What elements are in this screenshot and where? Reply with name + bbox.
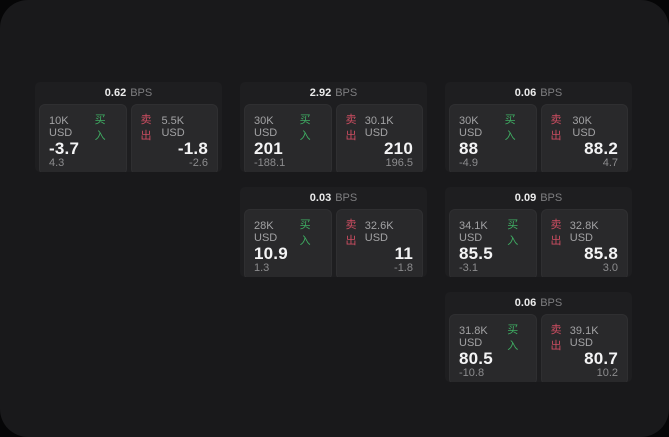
quote-card: 2.92 BPS 30K USD 买入 201 -188.1 卖出 30.1K … — [240, 82, 427, 172]
spread-bps-value: 2.92 — [309, 86, 332, 99]
sell-price-value: 88.2 — [584, 139, 618, 158]
buy-delta-value: -4.9 — [459, 157, 478, 169]
buy-price-value: -3.7 — [49, 139, 80, 158]
buy-price-value: 10.9 — [254, 244, 288, 263]
buy-side-label: 买入 — [504, 114, 516, 142]
bps-unit-label: BPS — [540, 191, 563, 204]
bps-unit-label: BPS — [540, 296, 563, 309]
quote-card: 0.03 BPS 28K USD 买入 10.9 1.3 卖出 32.6K US… — [240, 187, 427, 277]
bps-unit-label: BPS — [130, 86, 153, 99]
sell-delta-value: 196.5 — [385, 157, 413, 169]
card-body: 30K USD 买入 201 -188.1 卖出 30.1K USD 210 1… — [240, 103, 427, 172]
buy-size-label: 30K USD — [459, 115, 483, 139]
card-body: 30K USD 买入 88 -4.9 卖出 30K USD 88.2 4.7 — [445, 103, 632, 172]
sell-side-label: 卖出 — [140, 114, 152, 142]
buy-size-label: 31.8K USD — [459, 325, 488, 349]
buy-price-value: 80.5 — [459, 349, 493, 368]
quote-card: 0.62 BPS 10K USD 买入 -3.7 4.3 卖出 5.5K USD — [35, 82, 222, 172]
buy-quote-tile[interactable]: 34.1K USD 买入 85.5 -3.1 — [449, 209, 537, 277]
sell-delta-value: -1.8 — [394, 262, 413, 274]
spread-bps-value: 0.09 — [514, 191, 537, 204]
card-header: 0.62 BPS — [35, 82, 222, 103]
sell-delta-value: 3.0 — [602, 262, 618, 274]
buy-price-value: 85.5 — [459, 244, 493, 263]
quote-card: 0.09 BPS 34.1K USD 买入 85.5 -3.1 卖出 32.8K… — [445, 187, 632, 277]
buy-size-label: 28K USD — [254, 220, 278, 244]
sell-quote-tile[interactable]: 卖出 32.8K USD 85.8 3.0 — [540, 209, 628, 277]
sell-quote-tile[interactable]: 卖出 30.1K USD 210 196.5 — [335, 104, 423, 172]
buy-size-label: 34.1K USD — [459, 220, 488, 244]
sell-side-label: 卖出 — [550, 114, 562, 142]
buy-delta-value: -188.1 — [254, 157, 286, 169]
sell-size-label: 30.1K USD — [364, 115, 394, 139]
card-header: 2.92 BPS — [240, 82, 427, 103]
buy-delta-value: -3.1 — [459, 262, 478, 274]
sell-delta-value: 4.7 — [602, 157, 618, 169]
card-header: 0.06 BPS — [445, 82, 632, 103]
sell-price-value: 210 — [384, 139, 413, 158]
card-body: 10K USD 买入 -3.7 4.3 卖出 5.5K USD -1.8 -2.… — [35, 103, 222, 172]
spread-bps-value: 0.03 — [309, 191, 332, 204]
sell-price-value: 11 — [394, 244, 413, 263]
sell-delta-value: 10.2 — [596, 367, 618, 379]
sell-price-value: -1.8 — [177, 139, 208, 158]
sell-size-label: 39.1K USD — [569, 325, 599, 349]
buy-quote-tile[interactable]: 30K USD 买入 201 -188.1 — [244, 104, 332, 172]
quote-card: 0.06 BPS 30K USD 买入 88 -4.9 卖出 30K USD — [445, 82, 632, 172]
buy-side-label: 买入 — [507, 324, 519, 352]
sell-quote-tile[interactable]: 卖出 5.5K USD -1.8 -2.6 — [130, 104, 218, 172]
buy-side-label: 买入 — [299, 114, 311, 142]
card-header: 0.06 BPS — [445, 292, 632, 313]
sell-quote-tile[interactable]: 卖出 30K USD 88.2 4.7 — [540, 104, 628, 172]
sell-price-value: 85.8 — [584, 244, 618, 263]
buy-side-label: 买入 — [94, 114, 106, 142]
sell-delta-value: -2.6 — [189, 157, 208, 169]
sell-quote-tile[interactable]: 卖出 32.6K USD 11 -1.8 — [335, 209, 423, 277]
buy-side-label: 买入 — [507, 219, 519, 247]
buy-delta-value: 1.3 — [254, 262, 270, 274]
buy-delta-value: 4.3 — [49, 157, 65, 169]
buy-price-value: 201 — [254, 139, 283, 158]
quote-card: 0.06 BPS 31.8K USD 买入 80.5 -10.8 卖出 39.1… — [445, 292, 632, 382]
card-body: 34.1K USD 买入 85.5 -3.1 卖出 32.8K USD 85.8… — [445, 208, 632, 277]
sell-size-label: 30K USD — [572, 115, 596, 139]
spread-bps-value: 0.06 — [514, 296, 537, 309]
buy-quote-tile[interactable]: 10K USD 买入 -3.7 4.3 — [39, 104, 127, 172]
card-body: 31.8K USD 买入 80.5 -10.8 卖出 39.1K USD 80.… — [445, 313, 632, 382]
sell-size-label: 32.6K USD — [364, 220, 394, 244]
sell-side-label: 卖出 — [550, 324, 562, 352]
sell-quote-tile[interactable]: 卖出 39.1K USD 80.7 10.2 — [540, 314, 628, 382]
spread-bps-value: 0.06 — [514, 86, 537, 99]
buy-quote-tile[interactable]: 30K USD 买入 88 -4.9 — [449, 104, 537, 172]
bps-unit-label: BPS — [335, 86, 358, 99]
buy-delta-value: -10.8 — [459, 367, 485, 379]
card-body: 28K USD 买入 10.9 1.3 卖出 32.6K USD 11 -1.8 — [240, 208, 427, 277]
sell-size-label: 5.5K USD — [161, 115, 185, 139]
card-header: 0.09 BPS — [445, 187, 632, 208]
buy-quote-tile[interactable]: 31.8K USD 买入 80.5 -10.8 — [449, 314, 537, 382]
spread-bps-value: 0.62 — [104, 86, 127, 99]
sell-price-value: 80.7 — [584, 349, 618, 368]
bps-unit-label: BPS — [335, 191, 358, 204]
sell-size-label: 32.8K USD — [569, 220, 599, 244]
buy-size-label: 10K USD — [49, 115, 73, 139]
buy-price-value: 88 — [459, 139, 479, 158]
buy-side-label: 买入 — [299, 219, 311, 247]
buy-quote-tile[interactable]: 28K USD 买入 10.9 1.3 — [244, 209, 332, 277]
sell-side-label: 卖出 — [550, 219, 562, 247]
sell-side-label: 卖出 — [345, 114, 357, 142]
buy-size-label: 30K USD — [254, 115, 278, 139]
bps-unit-label: BPS — [540, 86, 563, 99]
card-header: 0.03 BPS — [240, 187, 427, 208]
sell-side-label: 卖出 — [345, 219, 357, 247]
